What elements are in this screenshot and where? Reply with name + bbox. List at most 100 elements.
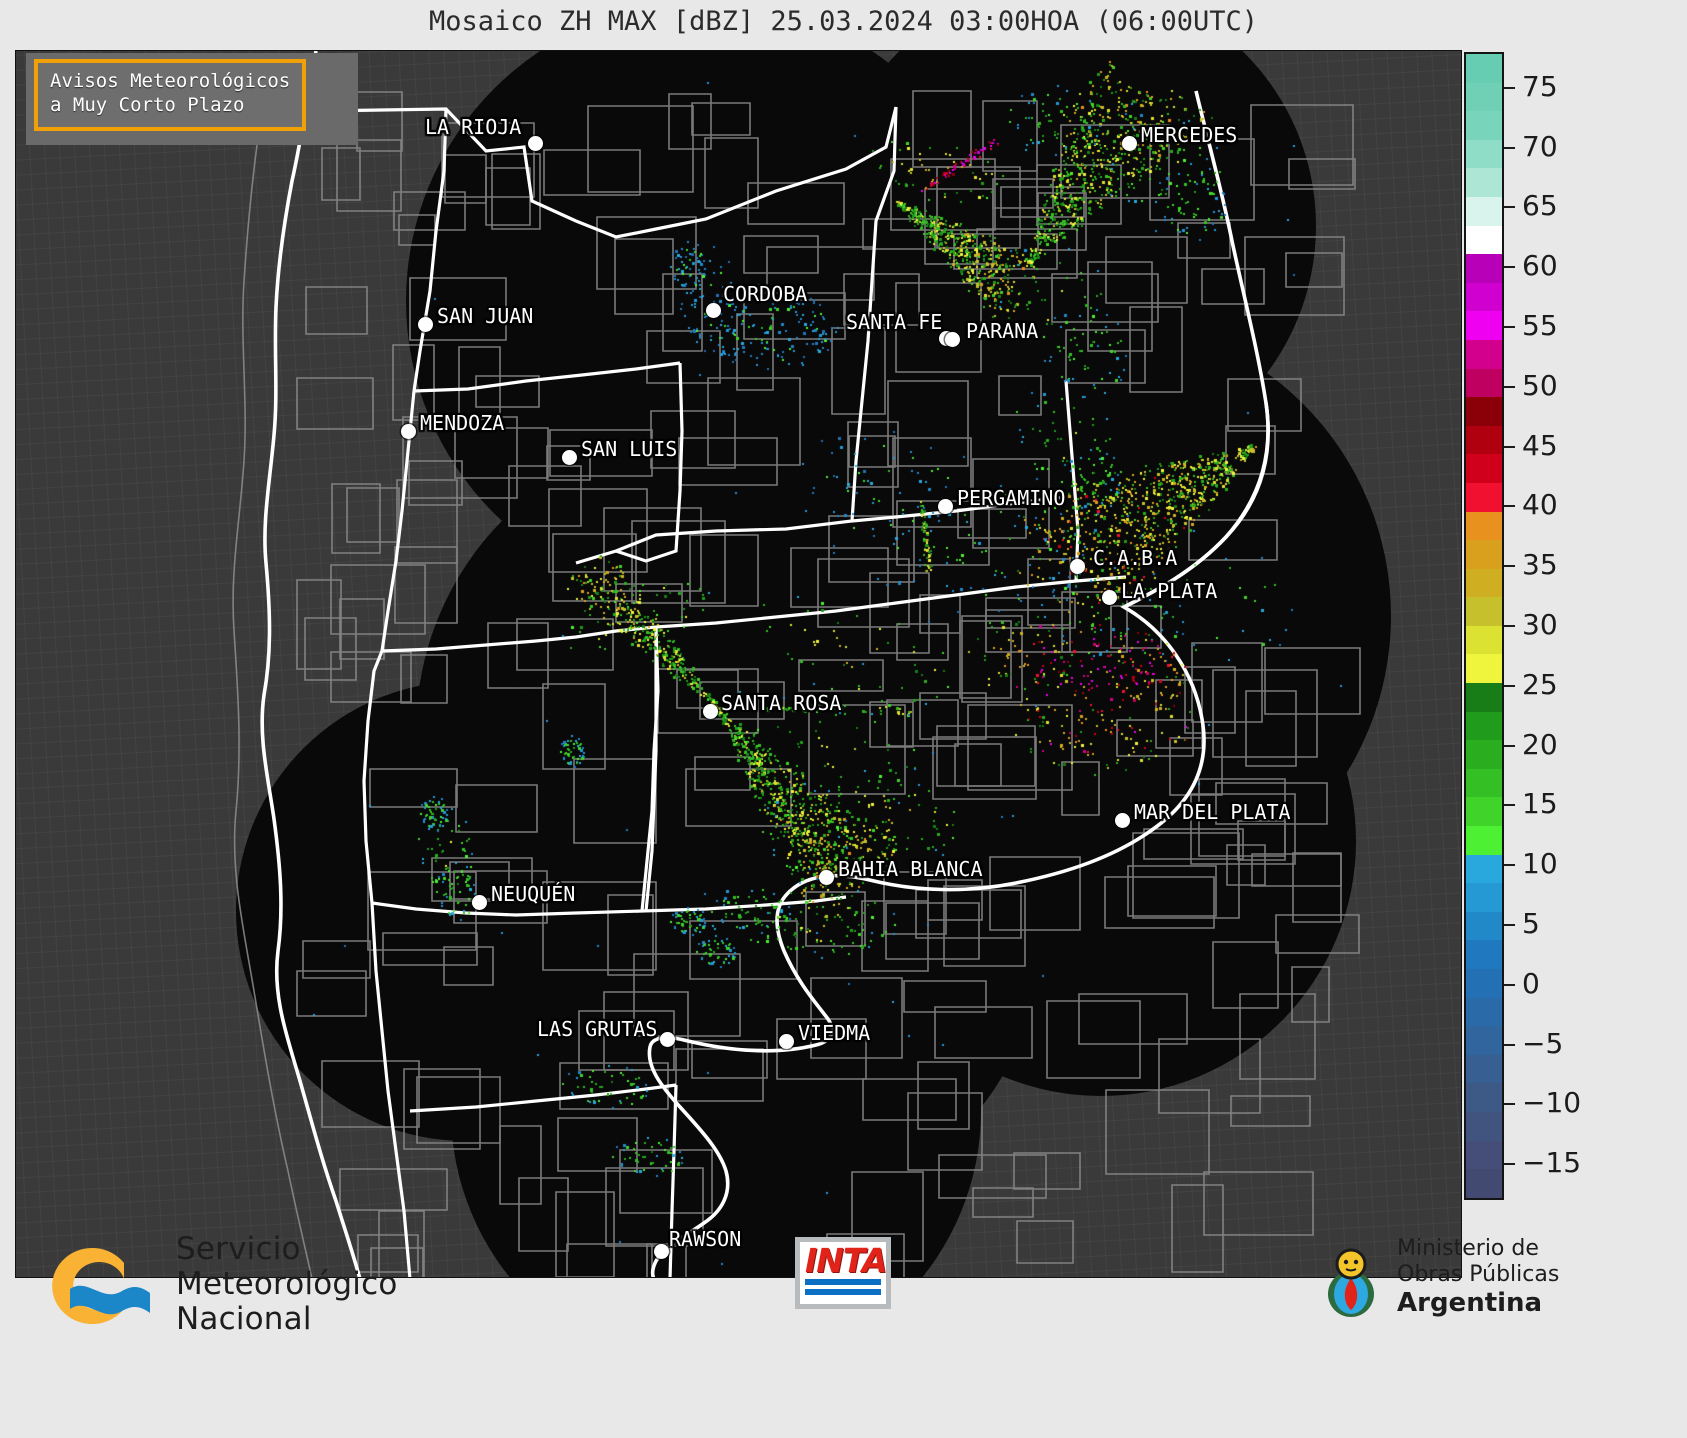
colorbar-swatch [1466,1026,1502,1055]
smn-swoosh-icon [52,1248,150,1325]
colorbar-tick-mark [1504,1163,1515,1166]
colorbar-swatch [1466,168,1502,197]
city-marker [653,1243,669,1259]
colorbar-tick-mark [1504,1103,1515,1106]
colorbar-tick-mark [1504,1043,1515,1046]
ministerio-logo: Ministerio de Obras Públicas Argentina [1318,1234,1559,1320]
ministerio-logo-text: Ministerio de Obras Públicas Argentina [1397,1236,1559,1319]
colorbar-tick-label: 65 [1522,189,1558,223]
colorbar-tick-mark [1504,625,1515,627]
colorbar-tick-label: 10 [1522,847,1558,881]
city-marker [1121,135,1137,151]
colorbar [1464,52,1504,1200]
inta-bar-1 [805,1279,881,1286]
smn-line-3: Nacional [176,1301,312,1338]
colorbar-tick-mark [1504,505,1515,508]
ministerio-line-1: Ministerio de [1397,1235,1539,1261]
colorbar-tick-mark [1504,206,1515,209]
radar-map[interactable]: LA RIOJA SAN JUAN MENDOZA SAN LUIS CORDOBA SA… [15,50,1462,1278]
colorbar-tick-mark [1504,86,1515,89]
colorbar-swatch [1466,1169,1502,1198]
colorbar-swatch [1466,540,1502,569]
smn-line-2: Meteorológico [176,1266,398,1303]
page-title: Mosaico ZH MAX [dBZ] 25.03.2024 03:00HOA… [428,6,1259,37]
city-marker [944,331,960,347]
colorbar-swatch [1466,1083,1502,1112]
colorbar-tick-label: −15 [1522,1146,1582,1180]
city-marker [561,449,577,465]
colorbar-swatch [1466,625,1502,655]
city-marker [659,1031,675,1047]
colorbar-swatch [1466,854,1502,884]
colorbar-tick-label: 5 [1522,906,1540,940]
warning-line-2: a Muy Corto Plazo [50,93,245,116]
colorbar-swatch [1466,797,1502,827]
city-marker [702,703,718,719]
colorbar-tick-mark [1504,804,1515,807]
colorbar-tick-mark [1504,923,1515,926]
colorbar-tick-mark [1504,684,1515,687]
ministerio-line-3: Argentina [1397,1287,1543,1318]
colorbar-swatch [1466,511,1502,541]
colorbar-ticks: 75 70 65 60 55 50 45 40 35 30 25 20 15 10 5 0 −5 −10 −15 [1504,52,1684,1200]
colorbar-swatch [1466,397,1502,426]
colorbar-tick-label: −10 [1522,1086,1582,1120]
colorbar-tick-mark [1504,266,1515,269]
colorbar-tick-label: 40 [1522,488,1558,522]
city-marker [400,423,416,439]
colorbar-swatch [1466,225,1502,255]
colorbar-swatch [1466,139,1502,169]
smn-logo-mark [42,1237,162,1332]
warning-line-1: Avisos Meteorológicos [50,70,291,92]
colorbar-tick-label: 50 [1522,368,1558,402]
warning-box[interactable]: Avisos Meteorológicos a Muy Corto Plazo [34,59,307,131]
colorbar-swatch [1466,883,1502,912]
colorbar-swatch [1466,339,1502,369]
colorbar-tick-label: −5 [1522,1026,1564,1060]
argentina-coat-of-arms-icon [1328,1248,1374,1317]
colorbar-swatch [1466,711,1502,741]
colorbar-swatch [1466,368,1502,398]
smn-logo: Servicio Meteorológico Nacional [42,1231,398,1338]
colorbar-tick-mark [1504,565,1515,568]
colorbar-swatch [1466,911,1502,941]
city-marker [818,869,834,885]
colorbar-tick-label: 25 [1522,667,1558,701]
inta-logo-text: INTA [805,1241,887,1280]
colorbar-tick-label: 35 [1522,548,1558,582]
smn-line-1: Servicio [176,1231,301,1267]
colorbar-tick-mark [1504,146,1515,149]
colorbar-tick-mark [1504,864,1515,867]
colorbar-tick-mark [1504,983,1515,986]
colorbar-tick-label: 30 [1522,608,1558,641]
colorbar-swatch [1466,568,1502,598]
colorbar-swatch [1466,1054,1502,1084]
radar-echo-layer [16,51,1461,1277]
colorbar-swatch [1466,454,1502,483]
colorbar-swatch [1466,740,1502,769]
city-marker [705,302,721,318]
colorbar-tick-label: 45 [1522,428,1558,462]
colorbar-tick-label: 60 [1522,249,1558,283]
colorbar-swatch [1466,826,1502,855]
smn-logo-text: Servicio Meteorológico Nacional [176,1231,398,1338]
colorbar-tick-label: 70 [1522,129,1558,163]
colorbar-tick-mark [1504,445,1515,448]
colorbar-swatch [1466,1111,1502,1141]
colorbar-tick-label: 20 [1522,727,1558,761]
colorbar-tick-label: 0 [1522,966,1540,1000]
colorbar-tick-label: 55 [1522,309,1558,343]
inta-bar-2 [805,1289,881,1296]
colorbar-swatch [1466,654,1502,684]
colorbar-swatch [1466,940,1502,969]
city-marker [1101,589,1117,605]
city-marker [417,316,433,332]
city-marker [471,894,487,910]
colorbar-tick-label: 75 [1522,69,1558,103]
colorbar-tick-mark [1504,744,1515,747]
inta-logo: INTA [795,1237,891,1309]
colorbar-swatch [1466,196,1502,226]
city-marker [778,1033,794,1049]
city-marker [937,498,953,514]
colorbar-swatch [1466,54,1502,83]
